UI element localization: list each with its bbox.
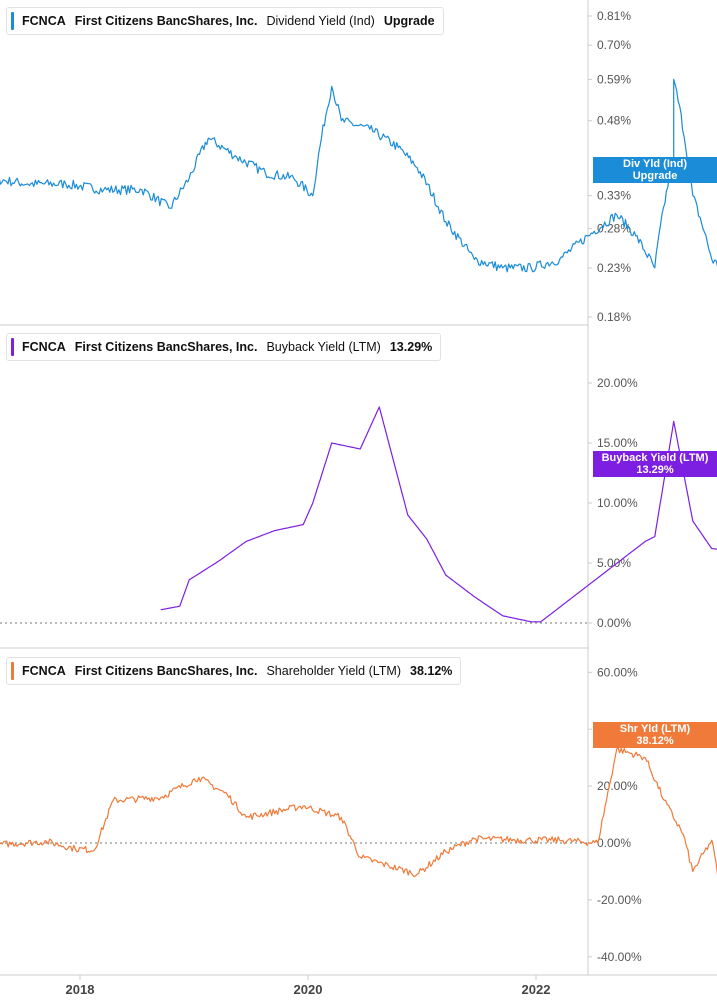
legend-buyback-yield: FCNCA First Citizens BancShares, Inc. Bu… (6, 333, 442, 361)
legend-metric: Buyback Yield (LTM) (266, 340, 381, 354)
y-tick-label: 0.81% (597, 9, 631, 23)
x-tick-label: 2022 (522, 982, 551, 997)
legend-value: 38.12% (410, 664, 453, 678)
legend-company: First Citizens BancShares, Inc. (74, 340, 258, 354)
y-tick-label: 0.59% (597, 72, 631, 86)
flag-label: Div Yld (Ind) (623, 158, 687, 170)
y-tick-label: 0.00% (597, 836, 631, 850)
legend-shareholder-yield: FCNCA First Citizens BancShares, Inc. Sh… (6, 657, 462, 685)
legend-value: 13.29% (389, 340, 433, 354)
legend-metric: Shareholder Yield (LTM) (266, 664, 402, 678)
legend-company: First Citizens BancShares, Inc. (74, 664, 258, 678)
flag-value: Upgrade (632, 170, 678, 182)
y-tick-label: 0.00% (597, 616, 631, 630)
x-tick-label: 2018 (66, 982, 95, 997)
series-line (0, 747, 717, 878)
current-value-flag-dividend: Div Yld (Ind) Upgrade (593, 157, 717, 183)
legend-company: First Citizens BancShares, Inc. (74, 14, 258, 28)
flag-label: Shr Yld (LTM) (619, 723, 691, 735)
y-tick-label: 20.00% (597, 376, 638, 390)
series-line (160, 406, 717, 623)
series-swatch-dividend (11, 12, 14, 30)
y-tick-label: 10.00% (597, 496, 638, 510)
current-value-flag-buyback: Buyback Yield (LTM) 13.29% (593, 451, 717, 477)
flag-value: 38.12% (636, 735, 674, 747)
y-tick-label: -40.00% (597, 950, 642, 964)
y-tick-label: 5.00% (597, 556, 631, 570)
legend-metric: Dividend Yield (Ind) (266, 14, 375, 28)
legend-ticker: FCNCA (22, 340, 66, 354)
y-tick-label: -20.00% (597, 893, 642, 907)
y-tick-label: 0.70% (597, 38, 631, 52)
y-tick-label: 15.00% (597, 436, 638, 450)
y-tick-label: 0.33% (597, 189, 631, 203)
y-tick-label: 0.23% (597, 261, 631, 275)
series-swatch-shareholder (11, 662, 14, 680)
y-tick-label: 20.00% (597, 779, 638, 793)
y-tick-label: 60.00% (597, 665, 638, 679)
legend-ticker: FCNCA (22, 14, 66, 28)
series-swatch-buyback (11, 338, 14, 356)
current-value-flag-shareholder: Shr Yld (LTM) 38.12% (593, 722, 717, 748)
y-tick-label: 0.48% (597, 114, 631, 128)
series-line (0, 78, 717, 273)
legend-ticker: FCNCA (22, 664, 66, 678)
legend-value[interactable]: Upgrade (383, 14, 435, 28)
x-tick-label: 2020 (294, 982, 323, 997)
y-tick-label: 0.18% (597, 310, 631, 324)
flag-value: 13.29% (636, 464, 674, 476)
flag-label: Buyback Yield (LTM) (601, 452, 709, 464)
legend-dividend-yield: FCNCA First Citizens BancShares, Inc. Di… (6, 7, 444, 35)
